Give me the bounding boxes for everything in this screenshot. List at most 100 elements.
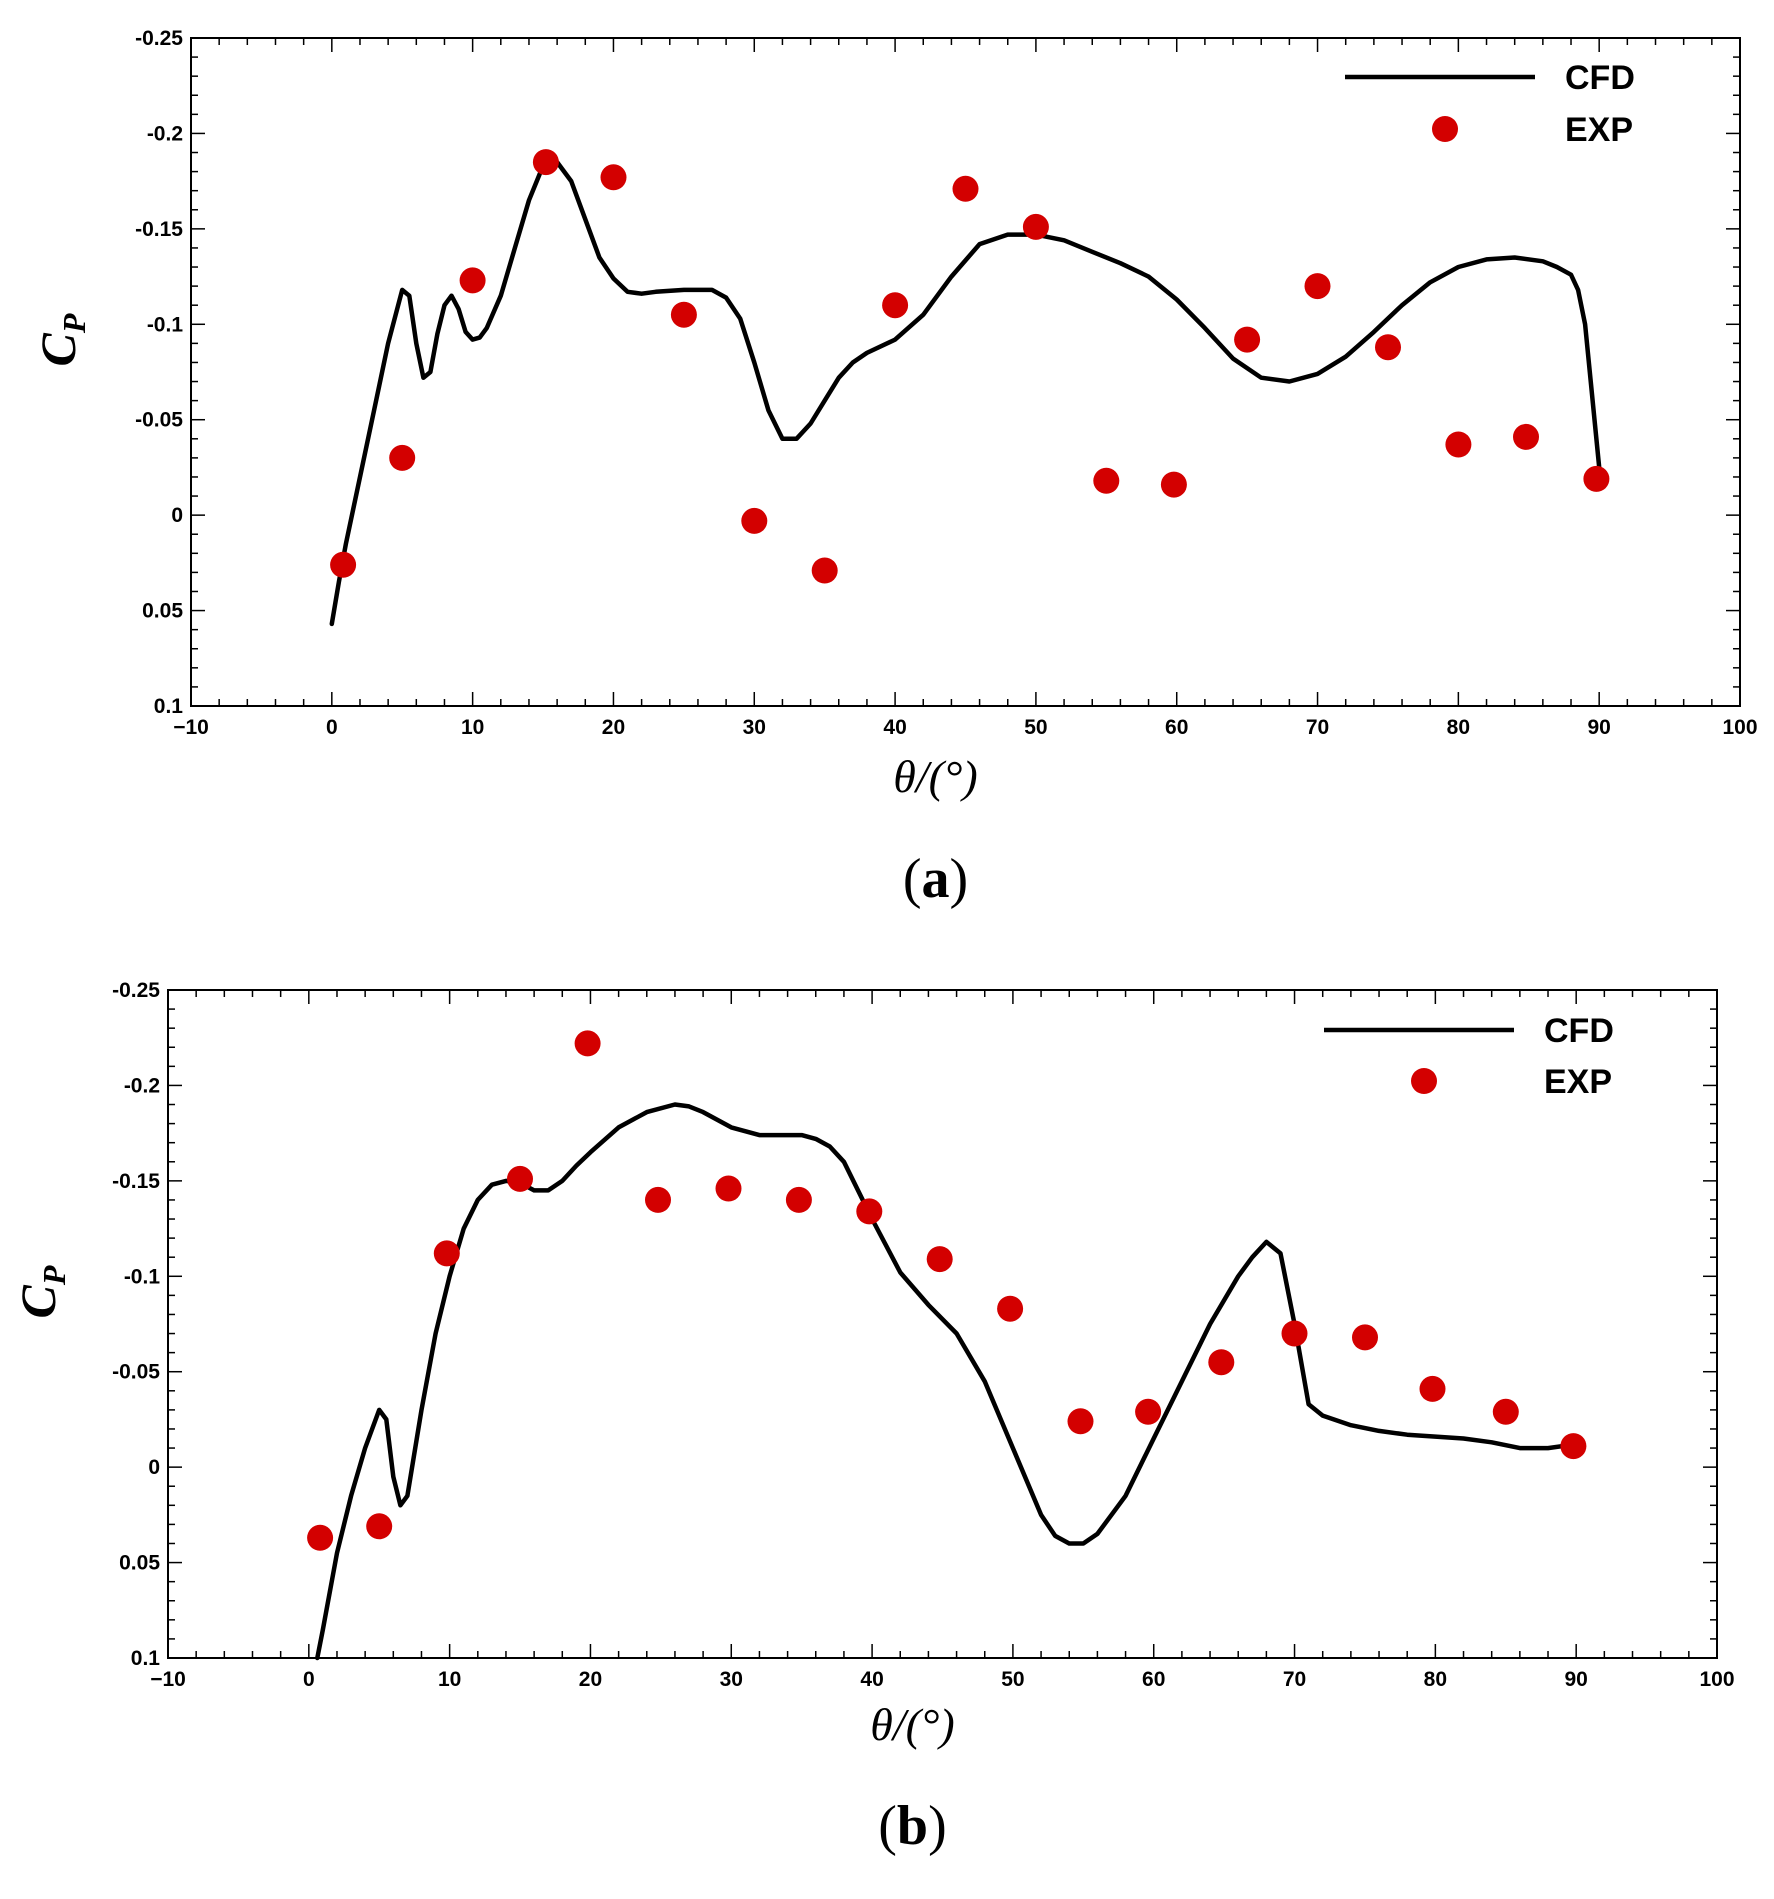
exp-data-point	[600, 164, 627, 191]
exp-data-point	[1208, 1349, 1235, 1376]
plot-frame	[190, 37, 1741, 707]
x-tick-label: 20	[602, 716, 625, 739]
x-tick-label: 60	[1165, 716, 1188, 739]
legend-cfd-label: CFD	[1544, 1012, 1614, 1050]
y-tick-label: -0.05	[112, 1361, 160, 1384]
panel-label: (a)	[903, 848, 968, 910]
x-tick-label: 0	[326, 716, 338, 739]
exp-data-point	[1583, 465, 1610, 492]
x-tick-label: 100	[1699, 1668, 1734, 1691]
x-tick-label: 60	[1142, 1668, 1165, 1691]
x-axis-title: θ/(°)	[893, 751, 977, 802]
x-tick-label: 10	[461, 716, 484, 739]
y-axis-title-main: C	[10, 1284, 66, 1318]
x-tick-label: 20	[579, 1668, 602, 1691]
y-axis-title-main: C	[30, 332, 86, 366]
plot-frame	[167, 989, 1718, 1659]
cfd-series-line	[329, 159, 1602, 627]
exp-data-point	[785, 1186, 812, 1213]
exp-data-point	[1067, 1408, 1094, 1435]
exp-data-point	[1234, 326, 1261, 353]
exp-data-point	[532, 149, 559, 176]
exp-data-point	[715, 1175, 742, 1202]
exp-data-point	[1281, 1320, 1308, 1347]
exp-data-point	[1022, 213, 1049, 240]
y-axis-title: CP	[10, 1265, 72, 1318]
y-tick-label: -0.25	[112, 979, 160, 1002]
exp-data-point	[1445, 431, 1472, 458]
x-tick-label: 80	[1424, 1668, 1447, 1691]
panel-label-letter: a	[922, 848, 950, 910]
x-tick-label: 30	[743, 716, 766, 739]
y-tick-label: 0.05	[119, 1552, 160, 1575]
y-tick-label: 0.1	[154, 695, 184, 718]
y-tick-label: -0.1	[147, 313, 184, 336]
exp-data-point	[926, 1246, 953, 1273]
exp-data-point	[574, 1030, 601, 1057]
legend-exp-marker-icon	[1411, 1068, 1437, 1094]
exp-data-point	[307, 1524, 334, 1551]
exp-data-point	[1304, 273, 1331, 300]
exp-data-point	[433, 1240, 460, 1267]
x-tick-label: 80	[1447, 716, 1470, 739]
y-tick-label: -0.15	[112, 1170, 160, 1193]
exp-data-point	[1093, 467, 1120, 494]
exp-data-point	[1135, 1398, 1162, 1425]
x-tick-label: 50	[1001, 1668, 1024, 1691]
exp-data-point	[389, 444, 416, 471]
x-tick-label: 70	[1283, 1668, 1306, 1691]
x-tick-label: 0	[303, 1668, 315, 1691]
exp-data-point	[882, 292, 909, 319]
y-axis-title: CP	[30, 313, 92, 366]
x-axis-title: θ/(°)	[870, 1699, 954, 1750]
y-tick-label: 0	[171, 504, 183, 527]
legend-exp-label: EXP	[1565, 111, 1633, 149]
y-tick-label: 0	[148, 1456, 160, 1479]
x-tick-label: 40	[883, 716, 906, 739]
x-tick-label: 50	[1024, 716, 1047, 739]
exp-data-point	[1560, 1433, 1587, 1460]
x-tick-label: 30	[720, 1668, 743, 1691]
y-tick-label: -0.15	[135, 218, 183, 241]
exp-data-point	[1160, 471, 1187, 498]
y-tick-label: -0.25	[135, 27, 183, 50]
exp-data-point	[670, 301, 697, 328]
panel-label-open-paren: (	[878, 1795, 897, 1857]
y-tick-label: 0.1	[131, 1647, 161, 1670]
exp-data-point	[459, 267, 486, 294]
exp-data-point	[741, 507, 768, 534]
exp-data-point	[856, 1198, 883, 1225]
x-tick-label: 100	[1722, 716, 1757, 739]
exp-data-point	[811, 557, 838, 584]
legend-exp-label: EXP	[1544, 1063, 1612, 1101]
y-tick-label: -0.1	[124, 1265, 161, 1288]
exp-data-point	[366, 1513, 393, 1540]
exp-data-point	[1492, 1398, 1519, 1425]
y-tick-label: -0.2	[124, 1074, 160, 1097]
y-axis-title-subscript: P	[56, 313, 92, 334]
exp-data-point	[952, 175, 979, 202]
exp-data-point	[330, 551, 357, 578]
cfd-series-line	[315, 1102, 1579, 1661]
x-tick-label: −10	[150, 1668, 186, 1691]
panel-label-close-paren: )	[928, 1795, 947, 1857]
exp-data-point	[1513, 423, 1539, 450]
y-tick-label: -0.05	[135, 409, 183, 432]
x-tick-label: 70	[1306, 716, 1329, 739]
y-tick-label: -0.2	[147, 122, 183, 145]
x-tick-label: 90	[1565, 1668, 1588, 1691]
panel-label-close-paren: )	[950, 848, 969, 910]
exp-data-point	[507, 1165, 533, 1192]
y-axis-title-subscript: P	[36, 1265, 72, 1286]
x-tick-label: −10	[173, 716, 209, 739]
x-tick-label: 40	[860, 1668, 883, 1691]
exp-data-point	[1375, 334, 1401, 361]
exp-data-point	[997, 1295, 1024, 1322]
exp-data-point	[1419, 1375, 1446, 1402]
chart-panel-a: −10 0 10 20 30 40 50 60 70 80 90 100 -0.25 -0.2 -0.15 -…	[30, 27, 1758, 910]
exp-data-point	[645, 1186, 671, 1213]
panel-label-letter: b	[897, 1795, 928, 1857]
panel-label-open-paren: (	[903, 848, 922, 910]
panel-label: (b)	[878, 1795, 946, 1857]
y-tick-label: 0.05	[142, 600, 183, 623]
